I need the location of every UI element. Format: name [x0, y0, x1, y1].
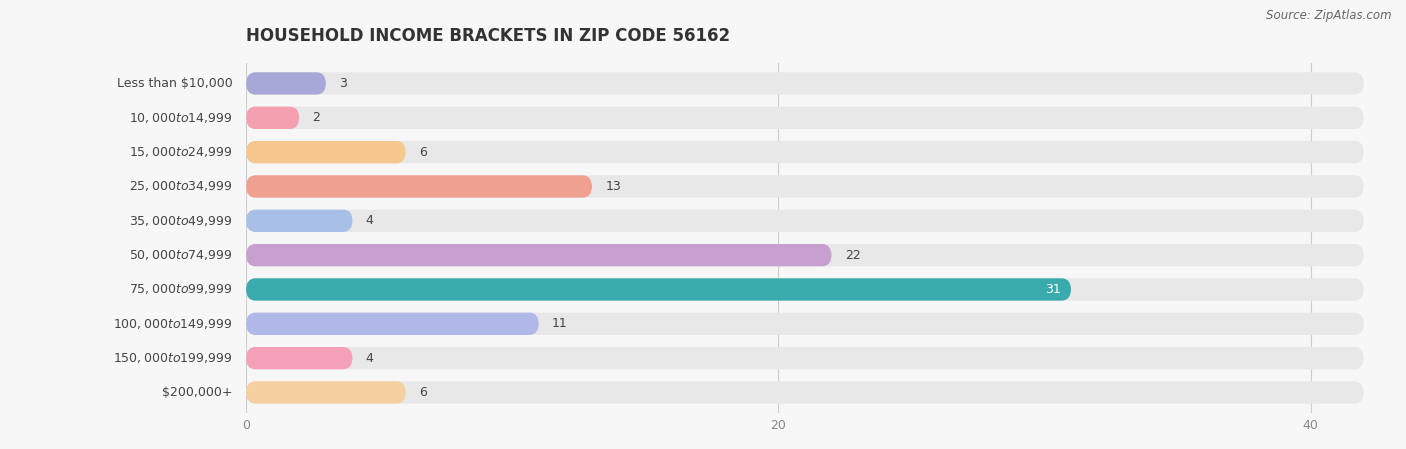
Text: 11: 11: [553, 317, 568, 330]
Text: HOUSEHOLD INCOME BRACKETS IN ZIP CODE 56162: HOUSEHOLD INCOME BRACKETS IN ZIP CODE 56…: [246, 27, 730, 45]
Text: $25,000 to $34,999: $25,000 to $34,999: [129, 180, 233, 194]
FancyBboxPatch shape: [246, 381, 1364, 404]
FancyBboxPatch shape: [246, 175, 1364, 198]
FancyBboxPatch shape: [246, 244, 831, 266]
Text: 13: 13: [606, 180, 621, 193]
FancyBboxPatch shape: [246, 278, 1071, 301]
Text: $10,000 to $14,999: $10,000 to $14,999: [129, 111, 233, 125]
Text: Less than $10,000: Less than $10,000: [117, 77, 233, 90]
Text: $50,000 to $74,999: $50,000 to $74,999: [129, 248, 233, 262]
FancyBboxPatch shape: [246, 141, 406, 163]
FancyBboxPatch shape: [246, 210, 1364, 232]
Text: $15,000 to $24,999: $15,000 to $24,999: [129, 145, 233, 159]
FancyBboxPatch shape: [246, 244, 1364, 266]
Text: 31: 31: [1045, 283, 1060, 296]
Text: $200,000+: $200,000+: [162, 386, 233, 399]
FancyBboxPatch shape: [246, 313, 1364, 335]
Text: 6: 6: [419, 386, 427, 399]
Text: $75,000 to $99,999: $75,000 to $99,999: [129, 282, 233, 296]
FancyBboxPatch shape: [246, 107, 1364, 129]
Text: 22: 22: [845, 249, 860, 262]
Text: 4: 4: [366, 352, 374, 365]
Text: 6: 6: [419, 145, 427, 158]
Text: $150,000 to $199,999: $150,000 to $199,999: [114, 351, 233, 365]
Text: 4: 4: [366, 214, 374, 227]
FancyBboxPatch shape: [246, 278, 1364, 301]
FancyBboxPatch shape: [246, 72, 1364, 95]
FancyBboxPatch shape: [246, 313, 538, 335]
FancyBboxPatch shape: [246, 381, 406, 404]
FancyBboxPatch shape: [246, 141, 1364, 163]
FancyBboxPatch shape: [246, 210, 353, 232]
Text: Source: ZipAtlas.com: Source: ZipAtlas.com: [1267, 9, 1392, 22]
Text: $100,000 to $149,999: $100,000 to $149,999: [114, 317, 233, 331]
FancyBboxPatch shape: [246, 175, 592, 198]
FancyBboxPatch shape: [246, 347, 1364, 369]
FancyBboxPatch shape: [246, 72, 326, 95]
Text: 3: 3: [339, 77, 347, 90]
Text: $35,000 to $49,999: $35,000 to $49,999: [129, 214, 233, 228]
FancyBboxPatch shape: [246, 347, 353, 369]
FancyBboxPatch shape: [246, 107, 299, 129]
Text: 2: 2: [312, 111, 321, 124]
